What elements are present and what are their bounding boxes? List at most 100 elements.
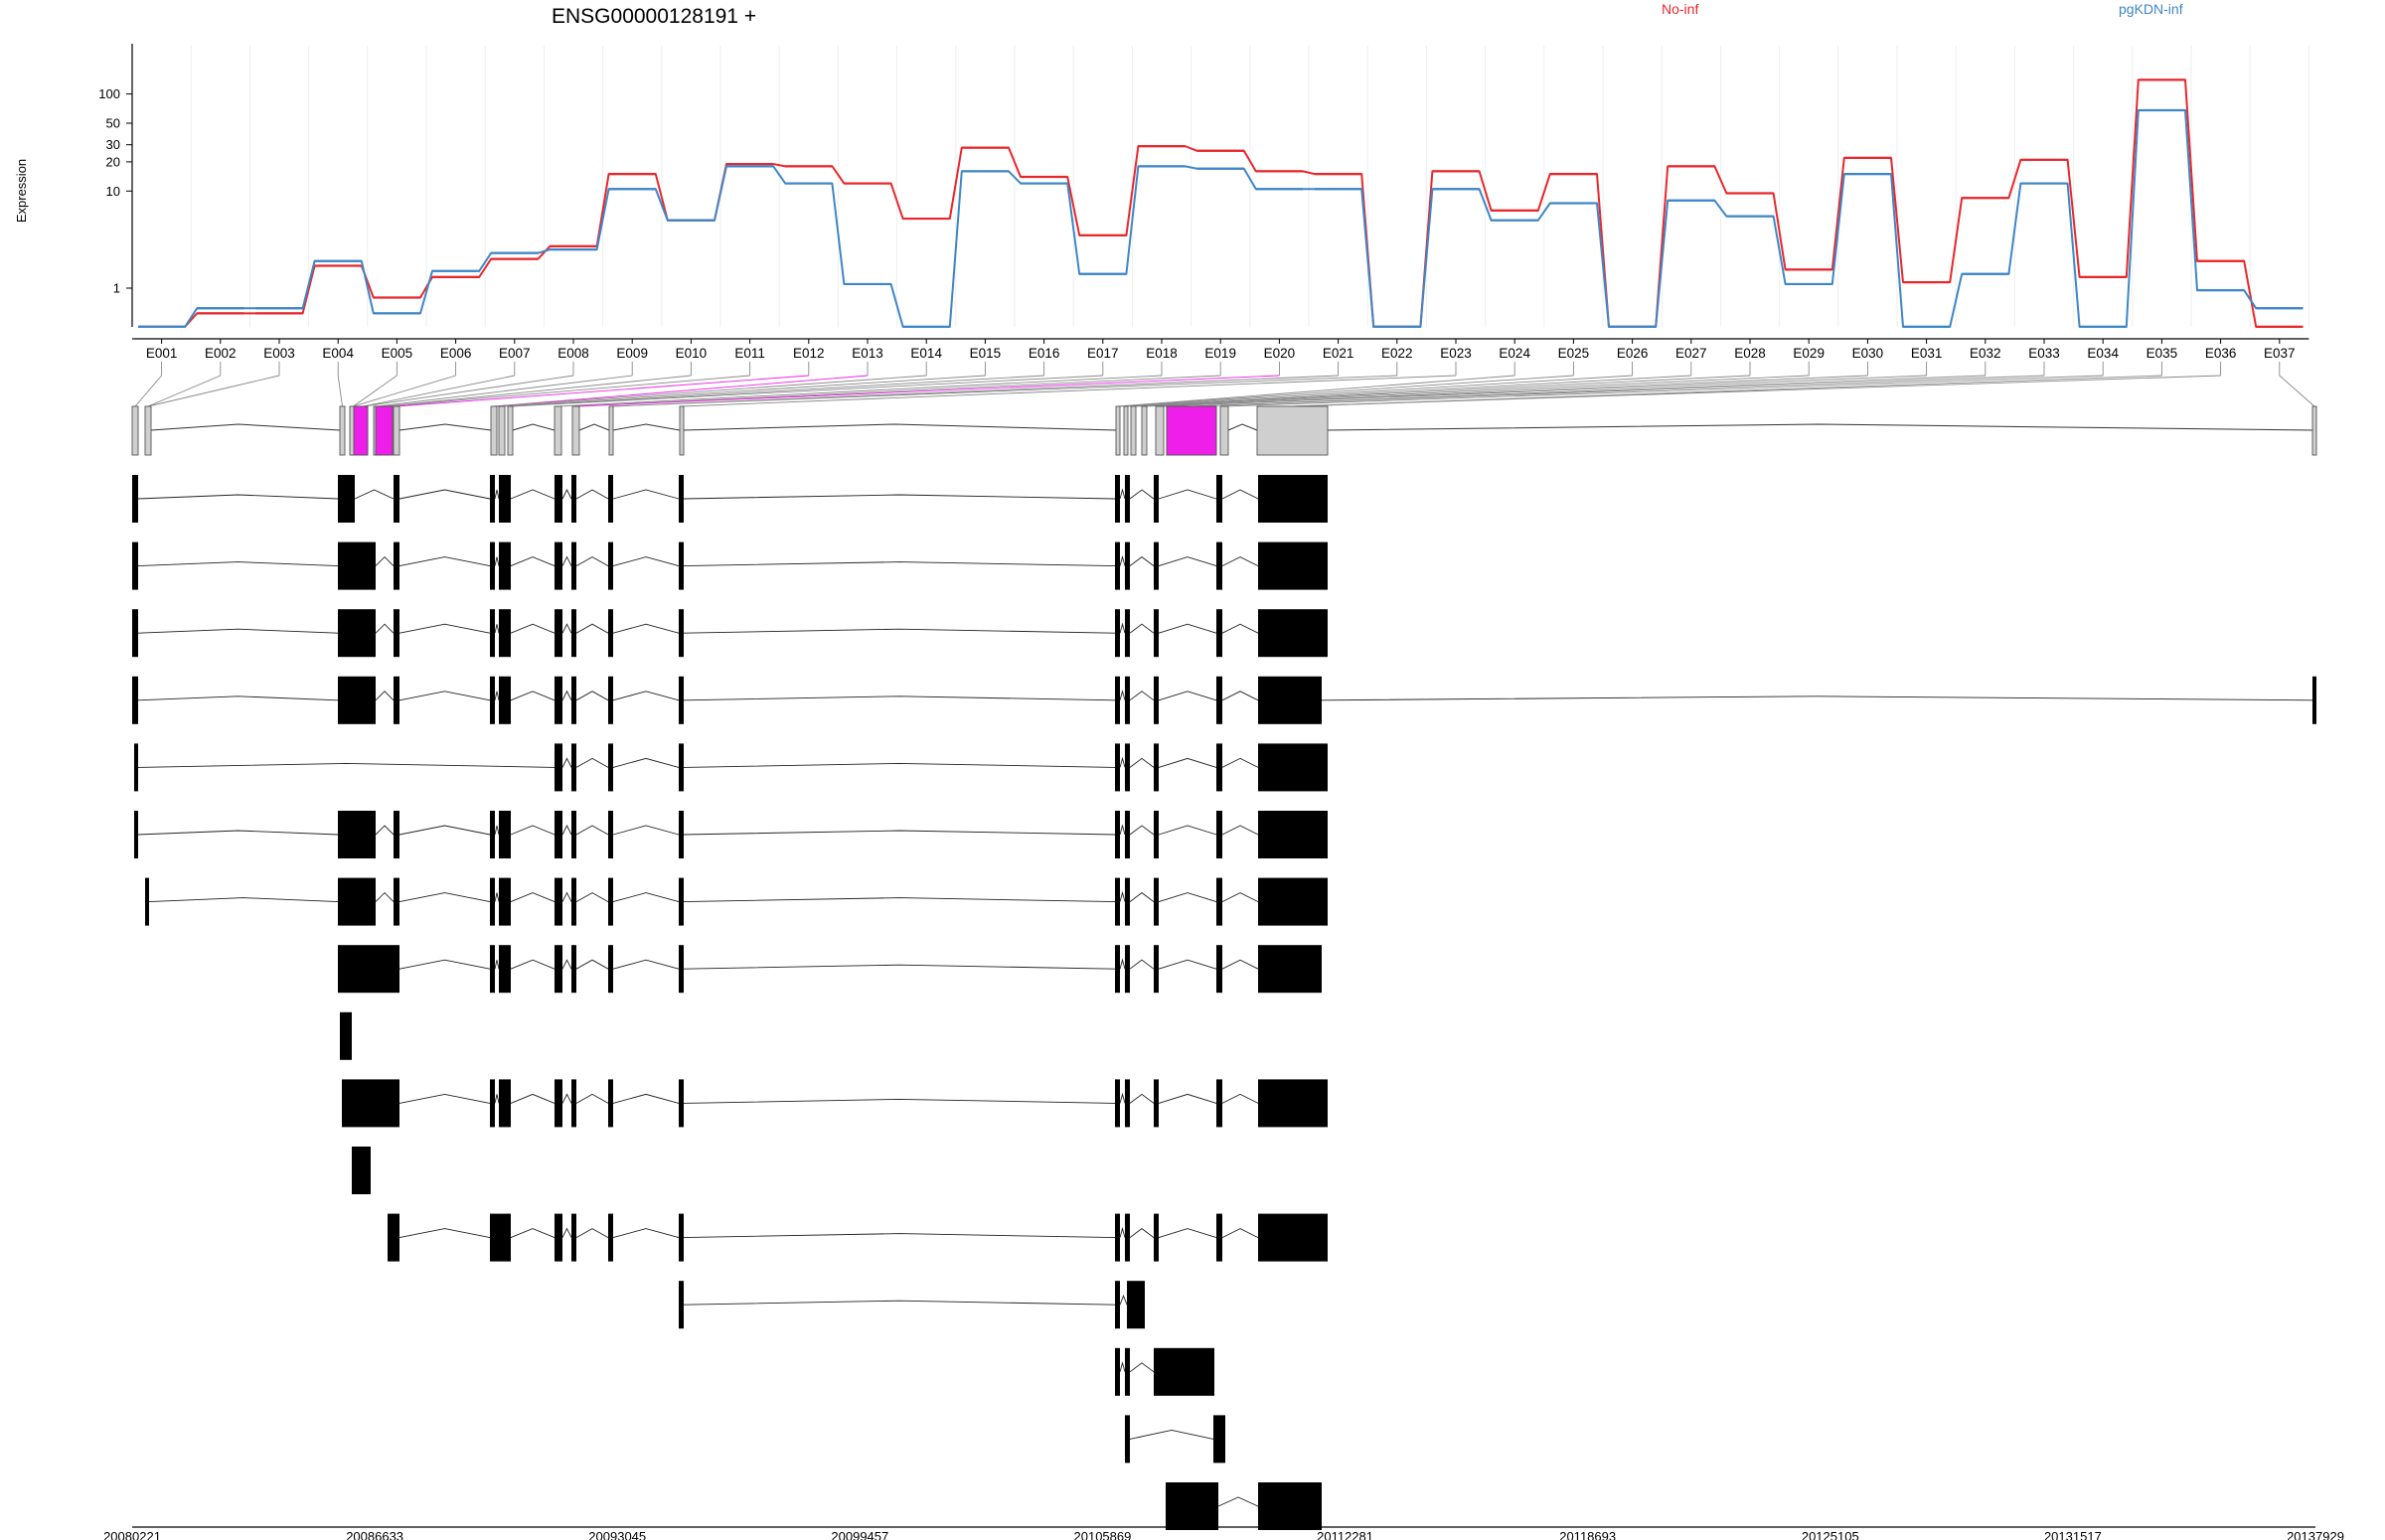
transcript-intron [398, 1093, 491, 1104]
transcript-exon [571, 541, 576, 590]
transcript-exon [132, 475, 138, 523]
transcript-exon [608, 475, 613, 523]
transcript-intron [575, 489, 609, 500]
transcript-exon [608, 609, 613, 658]
exon-bin [144, 405, 152, 456]
transcript-exon [490, 609, 495, 658]
transcript-exon [571, 811, 576, 858]
transcript-exon [1216, 541, 1222, 590]
transcript-intron [137, 762, 556, 768]
transcript-intron [1321, 695, 2313, 701]
x-axis-exon-labels: E001 E002 E003 E004 E005 E006 E007 E008 E009 E010… [132, 338, 2309, 361]
transcript-intron [561, 555, 572, 566]
transcript-intron [1221, 959, 1259, 970]
intron [683, 423, 1117, 431]
transcript-intron [1129, 825, 1155, 836]
connector-line [147, 375, 221, 407]
transcript-exon [555, 1079, 562, 1128]
transcript-exon [338, 676, 376, 724]
exon-label-e009: E009 [616, 346, 648, 361]
transcript-intron [1129, 623, 1155, 634]
transcript-intron [398, 959, 491, 970]
transcript-intron [575, 959, 609, 970]
transcript-intron [1158, 1093, 1217, 1104]
exon-bin-highlighted [1166, 405, 1217, 456]
transcript-exon [1258, 1079, 1328, 1128]
transcript-intron [494, 556, 500, 566]
transcript-intron [575, 691, 609, 701]
exon-bin [490, 405, 498, 456]
transcript-intron [1129, 1429, 1214, 1440]
transcript-intron [1119, 824, 1126, 836]
transcript-exon [608, 541, 613, 590]
intron [1327, 423, 2313, 431]
transcript-exon [608, 811, 613, 858]
exon-label-e028: E028 [1734, 346, 1766, 361]
transcript-exon [1115, 475, 1120, 523]
transcript-exon [134, 743, 138, 792]
connector-line [386, 375, 750, 407]
transcript-intron [510, 825, 556, 836]
transcript-exon [1125, 1415, 1130, 1463]
transcript-exon [1258, 811, 1328, 858]
transcript-intron [1158, 892, 1217, 903]
genomic-coordinate-label: 20131517 [2044, 1529, 2102, 1540]
exon-label-e031: E031 [1911, 346, 1943, 361]
transcript-exon [571, 609, 576, 658]
transcript-intron [1119, 756, 1126, 768]
transcript-exon [1216, 475, 1222, 523]
transcript-exon [1154, 877, 1159, 926]
transcript-intron [1119, 554, 1126, 566]
transcript-intron [510, 892, 556, 903]
vertical-gridlines [131, 46, 2309, 327]
transcript-exon [608, 877, 613, 926]
transcript-intron [561, 1227, 572, 1238]
transcript-exon [499, 609, 511, 658]
transcript-intron [510, 489, 556, 500]
transcript-exon [1216, 811, 1222, 858]
transcript-exon [1154, 1347, 1214, 1396]
exon-label-e015: E015 [970, 346, 1002, 361]
transcript-exon [1154, 743, 1159, 792]
transcript-intron [561, 891, 572, 902]
exon-connector-lines [134, 362, 2315, 407]
transcript-exon [679, 676, 684, 724]
exon-label-e012: E012 [793, 346, 825, 361]
connector-line [1144, 375, 1810, 407]
transcript-intron [375, 691, 395, 701]
transcript-exon [499, 475, 511, 523]
transcript-exon [608, 1079, 613, 1128]
exon-bin [1115, 405, 1121, 456]
transcript-exon [608, 1213, 613, 1262]
exon-label-e033: E033 [2028, 346, 2060, 361]
transcript-exon [1115, 811, 1120, 858]
exon-bin [1219, 405, 1229, 456]
transcript-intron [510, 1228, 556, 1239]
transcript-exon [571, 1213, 576, 1262]
transcript-exon [1216, 877, 1222, 926]
transcript-exon [499, 877, 511, 926]
transcript-exon [338, 541, 376, 590]
transcript-intron [575, 825, 609, 836]
connector-line [353, 375, 398, 407]
transcript-exon [679, 945, 684, 994]
transcript-intron [683, 695, 1116, 701]
transcript-intron [561, 959, 572, 970]
intron [150, 423, 341, 431]
exon-label-e007: E007 [499, 346, 531, 361]
transcript-intron [683, 628, 1116, 634]
genomic-coordinate-axis: 20080221 20086633 20093045 20099457 20105869… [103, 1526, 2344, 1540]
transcript-intron [494, 1094, 500, 1104]
transcript-intron [510, 1093, 556, 1104]
transcript-exon [679, 1079, 684, 1128]
transcript-exon [555, 1213, 562, 1262]
transcript-intron [561, 690, 572, 701]
transcript-intron [510, 623, 556, 634]
transcript-intron [1158, 556, 1217, 567]
exon-bin [608, 405, 614, 456]
transcript-exon [490, 1079, 495, 1128]
exon-label-e020: E020 [1264, 346, 1296, 361]
transcript-exon [679, 811, 684, 858]
transcript-exon [1258, 609, 1328, 658]
transcript-exon [1125, 811, 1130, 858]
